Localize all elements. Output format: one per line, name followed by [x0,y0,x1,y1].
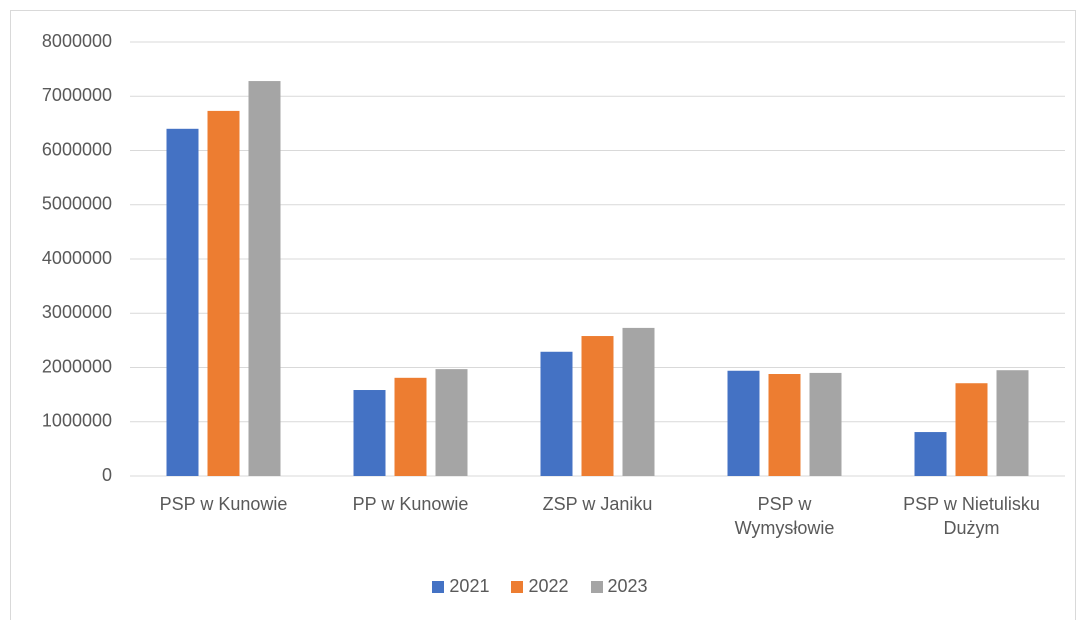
y-tick-label: 5000000 [42,194,112,214]
bar [727,370,760,476]
y-tick-label: 7000000 [42,85,112,105]
bar [955,383,988,476]
bar [540,351,573,476]
legend: 2021 2022 2023 [0,576,1080,597]
y-tick-label: 8000000 [42,31,112,51]
x-tick-label: PSP w Nietulisku Dużym [903,494,1040,538]
bar [914,432,947,476]
legend-swatch [590,580,603,593]
y-tick-label: 2000000 [42,356,112,376]
chart-border [10,10,1076,620]
y-tick-label: 0 [102,465,112,485]
y-tick-label: 3000000 [42,302,112,322]
x-tick-label: PSP w Kunowie [159,494,288,514]
y-tick-label: 1000000 [42,411,112,431]
bar [207,110,240,477]
legend-swatch [511,580,524,593]
x-tick-label: PSP w Wymysłowie [734,494,835,538]
legend-item: 2023 [590,576,648,597]
y-tick-label: 4000000 [42,248,112,268]
x-tick-label: PP w Kunowie [352,494,469,514]
bar [248,81,281,476]
legend-label: 2023 [607,576,648,596]
bar [353,390,386,476]
bar [581,336,614,476]
bar [996,370,1029,476]
y-tick-label: 6000000 [42,139,112,159]
legend-item: 2021 [432,576,489,597]
bar [622,327,655,476]
bar [394,377,427,476]
bar [768,374,801,476]
legend-swatch [432,580,445,593]
legend-label: 2022 [528,576,569,596]
bar [435,369,468,476]
legend-label: 2021 [449,576,490,596]
bar [166,128,199,477]
legend-item: 2022 [511,576,569,597]
x-tick-label: ZSP w Janiku [542,494,653,514]
bar [809,372,842,476]
